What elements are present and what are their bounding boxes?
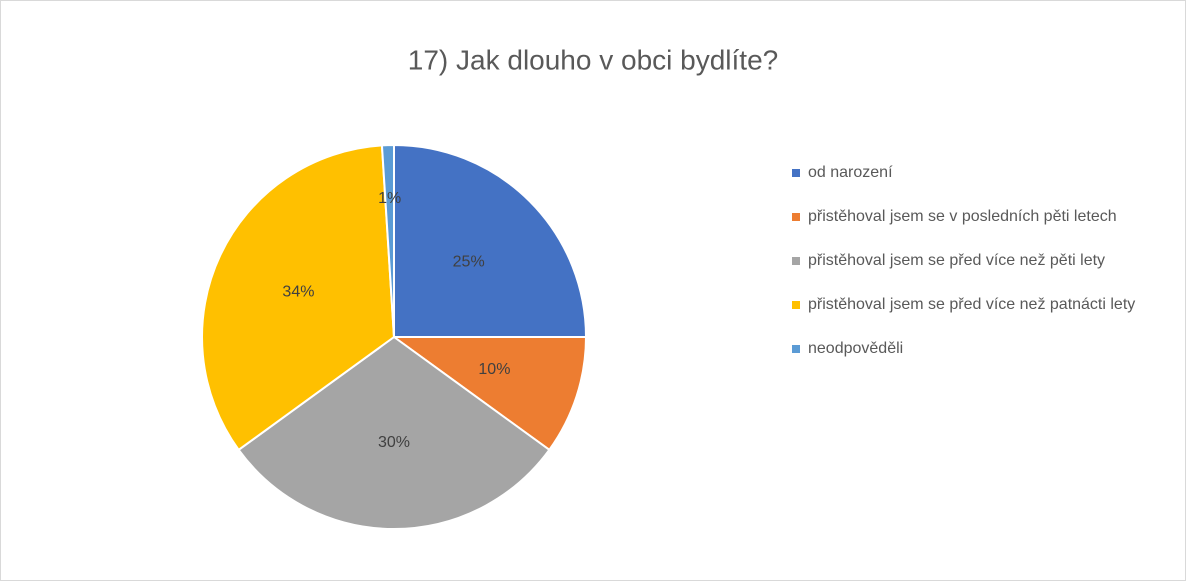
pie-slice: [201, 144, 396, 452]
legend: od narození přistěhoval jsem se v posledn…: [790, 160, 1170, 380]
pie-slice: [393, 143, 588, 338]
legend-label: přistěhoval jsem se před více než patnác…: [808, 296, 1136, 313]
legend-label: neodpověděli: [808, 340, 904, 357]
data-label: 34%: [282, 283, 314, 300]
legend-item: přistěhoval jsem se před více než patnác…: [790, 292, 1170, 318]
legend-label: přistěhoval jsem se v posledních pěti le…: [808, 208, 1117, 225]
data-label: 10%: [478, 361, 510, 378]
pie-slice: [237, 335, 551, 530]
legend-swatch: [792, 213, 800, 221]
legend-swatch: [792, 257, 800, 265]
pie-slice: [380, 143, 395, 338]
legend-swatch: [792, 301, 800, 309]
legend-item: od narození: [790, 160, 1170, 186]
legend-item: neodpověděli: [790, 336, 1170, 362]
data-label: 1%: [378, 190, 401, 207]
legend-label: od narození: [808, 164, 893, 181]
legend-swatch: [792, 345, 800, 353]
legend-label: přistěhoval jsem se před více než pěti l…: [808, 252, 1106, 269]
chart-title: 17) Jak dlouho v obci bydlíte?: [408, 44, 778, 75]
legend-item: přistěhoval jsem se před více než pěti l…: [790, 248, 1170, 274]
data-label: 25%: [453, 254, 485, 271]
legend-swatch: [792, 169, 800, 177]
legend-item: přistěhoval jsem se v posledních pěti le…: [790, 204, 1170, 230]
pie-slice: [390, 336, 588, 452]
data-label: 30%: [378, 434, 410, 451]
